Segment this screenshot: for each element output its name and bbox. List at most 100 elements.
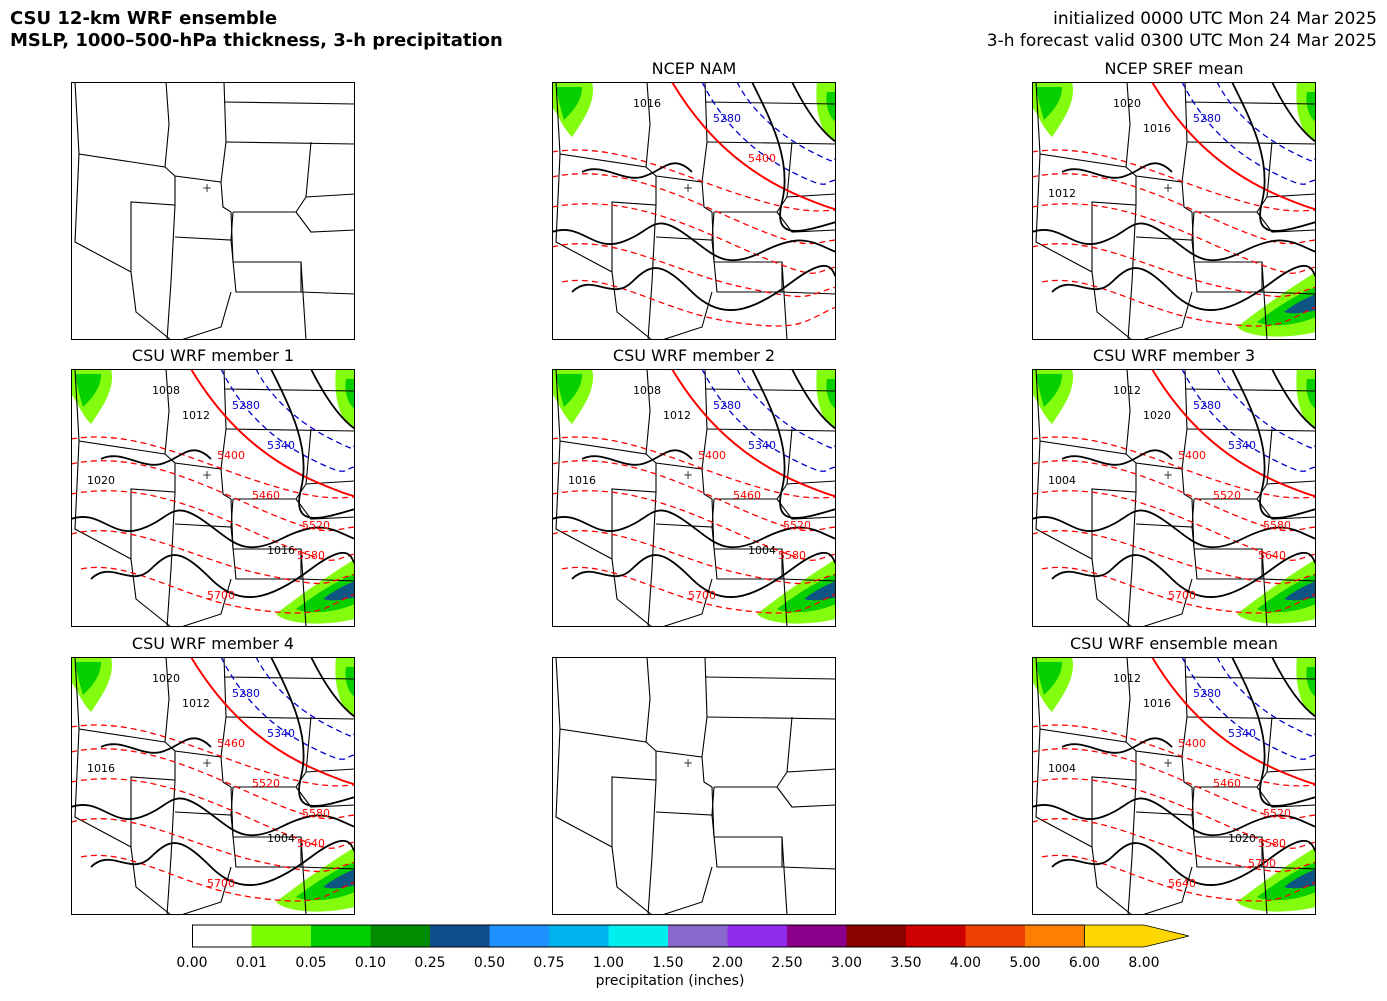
thickness-contour [552, 203, 836, 274]
thickness-label: 5640 [1168, 877, 1196, 890]
state-boundary [555, 657, 651, 743]
colorbar-tick-label: 1.00 [592, 955, 625, 971]
forecast-times: initialized 0000 UTC Mon 24 Mar 2025 3-h… [987, 8, 1377, 52]
state-boundary [1184, 676, 1316, 680]
map-panel: +5280 1020 1016 1012 [1032, 82, 1316, 340]
state-boundary [174, 211, 234, 241]
mslp-label: 1012 [182, 409, 210, 422]
mslp-contour [270, 369, 355, 519]
state-boundary [555, 728, 653, 915]
state-boundary [786, 141, 793, 198]
state-boundary [74, 728, 172, 915]
state-boundary [647, 779, 657, 915]
mslp-label: 1012 [663, 409, 691, 422]
thickness-label: 5280 [232, 399, 260, 412]
state-boundary [1191, 814, 1262, 868]
colorbar-swatch [727, 925, 787, 947]
colorbar-tick-label: 0.01 [235, 955, 268, 971]
map-panel: +5280 5340 5400 5460 5520 5580 5700 1008 1012 102… [71, 369, 355, 627]
precip-area [1257, 862, 1316, 901]
state-boundary [1035, 153, 1133, 340]
colorbar-swatch [311, 925, 371, 947]
colorbar-title: precipitation (inches) [595, 973, 745, 989]
map-panel: + [71, 82, 355, 340]
panel-frame [71, 82, 355, 340]
mslp-contour [1061, 162, 1173, 179]
precip-area [777, 574, 836, 613]
state-boundary [166, 491, 176, 627]
state-boundary [1091, 176, 1137, 272]
state-boundaries [74, 82, 355, 340]
state-boundary [223, 388, 355, 392]
thickness-label: 5280 [713, 112, 741, 125]
precip-area [345, 667, 355, 697]
state-boundary [74, 153, 172, 340]
mslp-label: 1004 [748, 544, 776, 557]
thickness-contour [71, 530, 355, 585]
mslp-label: 1020 [1143, 409, 1171, 422]
panel-frame [1032, 82, 1316, 340]
station-marker: + [202, 468, 212, 482]
state-boundary [706, 716, 836, 720]
state-boundary [1127, 204, 1137, 340]
mslp-label: 1012 [1113, 384, 1141, 397]
title-line-1: CSU 12-km WRF ensemble [10, 8, 278, 29]
thickness-label: 5580 [1263, 519, 1291, 532]
panel-title: CSU WRF member 3 [1092, 346, 1256, 365]
state-boundary [166, 779, 176, 915]
panel-title: NCEP NAM [651, 59, 737, 78]
thickness-contour [701, 369, 836, 472]
precip-area [76, 374, 101, 407]
precip-area [1306, 92, 1316, 122]
precip-area [1037, 374, 1062, 407]
mslp-contour [552, 222, 836, 262]
precip-area [1257, 287, 1316, 326]
colorbar-tick-label: 5.00 [1009, 955, 1041, 971]
map-svg: + [552, 657, 836, 915]
state-boundary [1181, 468, 1316, 582]
state-boundary [1186, 716, 1316, 720]
state-boundary [645, 657, 708, 758]
state-boundary [647, 204, 657, 340]
precip-area [1037, 87, 1062, 120]
colorbar-swatch [906, 925, 966, 947]
station-marker: + [1163, 468, 1173, 482]
precip-area [826, 379, 836, 409]
state-boundary [655, 211, 715, 241]
state-boundary [706, 141, 836, 145]
title-line-2: MSLP, 1000–500-hPa thickness, 3-h precip… [10, 30, 503, 51]
thickness-contour [552, 530, 836, 585]
thickness-contour [561, 566, 836, 614]
state-boundaries [1035, 82, 1316, 340]
thickness-contour [71, 490, 355, 561]
state-boundary [1035, 728, 1133, 915]
thickness-label: 5460 [1213, 777, 1241, 790]
colorbar-tick-label: 3.50 [890, 955, 922, 971]
mslp-label: 1016 [568, 474, 596, 487]
colorbar-border [192, 924, 1085, 948]
thickness-label: 5460 [217, 737, 245, 750]
colorbar-swatch [430, 925, 490, 947]
station-marker: + [683, 468, 693, 482]
thickness-5400-contour [1151, 657, 1316, 786]
thickness-label: 5520 [252, 777, 280, 790]
state-boundary [295, 786, 355, 808]
precip-area [345, 379, 355, 409]
mslp-contour [1051, 552, 1316, 599]
thickness-label: 5280 [713, 399, 741, 412]
thickness-5400-contour [190, 369, 355, 498]
state-boundary [305, 141, 312, 198]
state-boundary [1184, 388, 1316, 392]
mslp-contour [1032, 797, 1316, 837]
precip-area [1284, 294, 1316, 314]
state-boundary [1191, 526, 1262, 580]
mslp-label: 1016 [1143, 122, 1171, 135]
state-boundary [305, 716, 312, 773]
colorbar-svg [192, 924, 1190, 948]
thickness-label: 5280 [232, 687, 260, 700]
state-boundary [701, 181, 836, 295]
state-boundary [786, 716, 793, 773]
